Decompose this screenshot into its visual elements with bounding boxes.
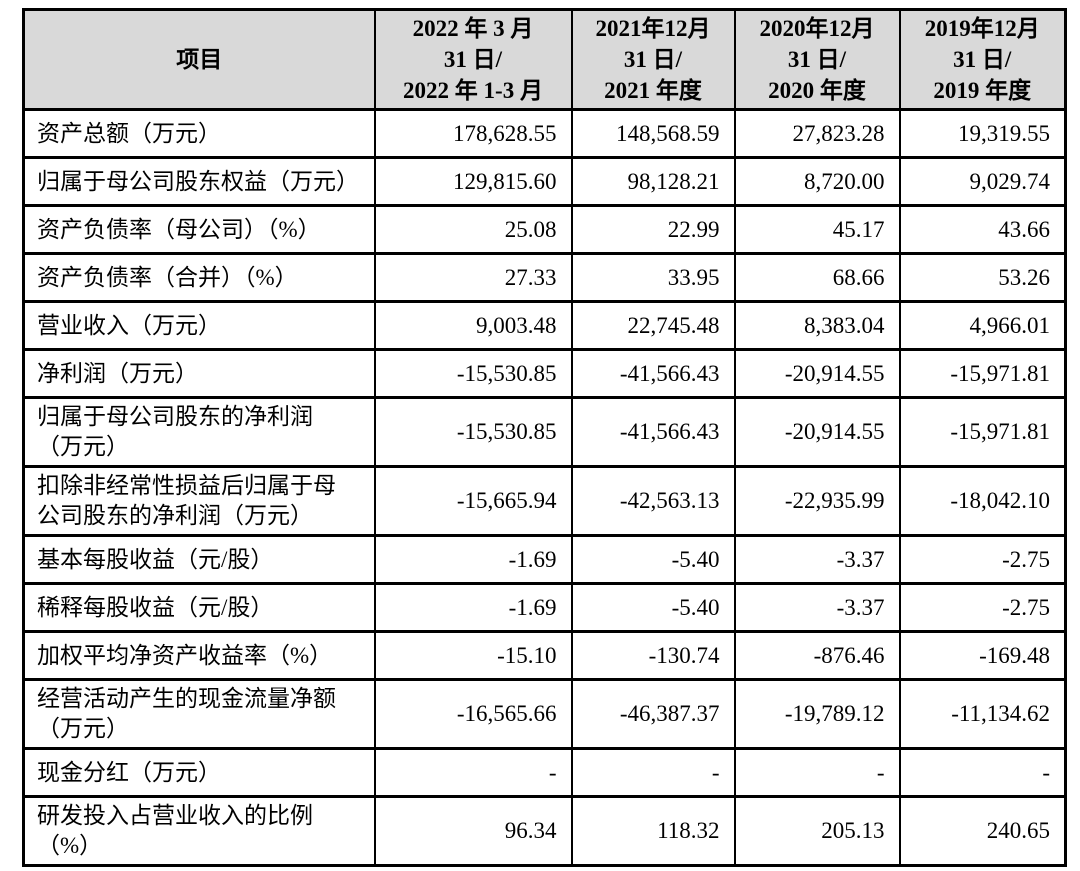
row-value: -41,566.43 bbox=[570, 396, 736, 468]
row-value: 33.95 bbox=[570, 252, 736, 303]
row-value: -3.37 bbox=[733, 534, 901, 585]
row-value: -3.37 bbox=[733, 582, 901, 633]
row-value: -16,565.66 bbox=[373, 678, 573, 750]
row-value: 27.33 bbox=[373, 252, 573, 303]
row-value: 45.17 bbox=[733, 204, 901, 255]
header-cell-period-2021: 2021年12月 31 日/ 2021 年度 bbox=[570, 8, 736, 111]
row-label: 扣除非经常性损益后归属于母 公司股东的净利润（万元） bbox=[22, 465, 376, 537]
row-value: -46,387.37 bbox=[570, 678, 736, 750]
table-row: 加权平均净资产收益率（%） -15.10 -130.74 -876.46 -16… bbox=[22, 630, 1067, 681]
row-value: -15,971.81 bbox=[898, 396, 1067, 468]
row-value: 43.66 bbox=[898, 204, 1067, 255]
row-value: -20,914.55 bbox=[733, 396, 901, 468]
row-value: -5.40 bbox=[570, 534, 736, 585]
header-row: 项目 2022 年 3 月 31 日/ 2022 年 1-3 月 2021年12… bbox=[22, 8, 1067, 111]
row-value: -15,530.85 bbox=[373, 396, 573, 468]
table-row: 资产负债率（合并）（%） 27.33 33.95 68.66 53.26 bbox=[22, 252, 1067, 303]
row-value: -18,042.10 bbox=[898, 465, 1067, 537]
row-value: -876.46 bbox=[733, 630, 901, 681]
row-value: -41,566.43 bbox=[570, 348, 736, 399]
row-label: 现金分红（万元） bbox=[22, 747, 376, 798]
row-label: 营业收入（万元） bbox=[22, 300, 376, 351]
row-value: -15,665.94 bbox=[373, 465, 573, 537]
row-value: 9,003.48 bbox=[373, 300, 573, 351]
row-label: 归属于母公司股东的净利润 （万元） bbox=[22, 396, 376, 468]
row-value: 68.66 bbox=[733, 252, 901, 303]
table-row: 营业收入（万元） 9,003.48 22,745.48 8,383.04 4,9… bbox=[22, 300, 1067, 351]
row-value: 8,720.00 bbox=[733, 156, 901, 207]
row-value: 9,029.74 bbox=[898, 156, 1067, 207]
row-value: 19,319.55 bbox=[898, 108, 1067, 159]
row-label: 净利润（万元） bbox=[22, 348, 376, 399]
row-value: 96.34 bbox=[373, 795, 573, 867]
row-value: -130.74 bbox=[570, 630, 736, 681]
row-label: 加权平均净资产收益率（%） bbox=[22, 630, 376, 681]
row-value: 98,128.21 bbox=[570, 156, 736, 207]
row-value: -42,563.13 bbox=[570, 465, 736, 537]
row-label: 资产总额（万元） bbox=[22, 108, 376, 159]
row-value: -169.48 bbox=[898, 630, 1067, 681]
row-value: 240.65 bbox=[898, 795, 1067, 867]
table-row: 经营活动产生的现金流量净额 （万元） -16,565.66 -46,387.37… bbox=[22, 678, 1067, 750]
row-value: 22.99 bbox=[570, 204, 736, 255]
row-value: 148,568.59 bbox=[570, 108, 736, 159]
table-row: 归属于母公司股东权益（万元） 129,815.60 98,128.21 8,72… bbox=[22, 156, 1067, 207]
row-label: 基本每股收益（元/股） bbox=[22, 534, 376, 585]
row-value: -1.69 bbox=[373, 582, 573, 633]
table-header: 项目 2022 年 3 月 31 日/ 2022 年 1-3 月 2021年12… bbox=[22, 8, 1067, 111]
row-value: 8,383.04 bbox=[733, 300, 901, 351]
row-value: 27,823.28 bbox=[733, 108, 901, 159]
row-value: 178,628.55 bbox=[373, 108, 573, 159]
row-value: -2.75 bbox=[898, 534, 1067, 585]
row-value: -15,530.85 bbox=[373, 348, 573, 399]
row-value: -5.40 bbox=[570, 582, 736, 633]
row-value: 129,815.60 bbox=[373, 156, 573, 207]
row-value: -22,935.99 bbox=[733, 465, 901, 537]
row-label: 稀释每股收益（元/股） bbox=[22, 582, 376, 633]
row-value: 118.32 bbox=[570, 795, 736, 867]
row-value: -2.75 bbox=[898, 582, 1067, 633]
row-value: - bbox=[898, 747, 1067, 798]
table-row: 净利润（万元） -15,530.85 -41,566.43 -20,914.55… bbox=[22, 348, 1067, 399]
row-label: 归属于母公司股东权益（万元） bbox=[22, 156, 376, 207]
row-label: 经营活动产生的现金流量净额 （万元） bbox=[22, 678, 376, 750]
table-body: 资产总额（万元） 178,628.55 148,568.59 27,823.28… bbox=[22, 108, 1067, 867]
row-value: -1.69 bbox=[373, 534, 573, 585]
header-cell-item: 项目 bbox=[22, 8, 376, 111]
header-cell-period-2022: 2022 年 3 月 31 日/ 2022 年 1-3 月 bbox=[373, 8, 573, 111]
table-row: 归属于母公司股东的净利润 （万元） -15,530.85 -41,566.43 … bbox=[22, 396, 1067, 468]
table-row: 稀释每股收益（元/股） -1.69 -5.40 -3.37 -2.75 bbox=[22, 582, 1067, 633]
header-cell-period-2019: 2019年12月 31 日/ 2019 年度 bbox=[898, 8, 1067, 111]
table-row: 扣除非经常性损益后归属于母 公司股东的净利润（万元） -15,665.94 -4… bbox=[22, 465, 1067, 537]
row-value: -11,134.62 bbox=[898, 678, 1067, 750]
row-value: 205.13 bbox=[733, 795, 901, 867]
row-value: 22,745.48 bbox=[570, 300, 736, 351]
table-row: 研发投入占营业收入的比例 （%） 96.34 118.32 205.13 240… bbox=[22, 795, 1067, 867]
table-row: 现金分红（万元） - - - - bbox=[22, 747, 1067, 798]
row-value: 53.26 bbox=[898, 252, 1067, 303]
table-row: 资产负债率（母公司）（%） 25.08 22.99 45.17 43.66 bbox=[22, 204, 1067, 255]
table-row: 资产总额（万元） 178,628.55 148,568.59 27,823.28… bbox=[22, 108, 1067, 159]
row-label: 资产负债率（合并）（%） bbox=[22, 252, 376, 303]
table-row: 基本每股收益（元/股） -1.69 -5.40 -3.37 -2.75 bbox=[22, 534, 1067, 585]
row-value: -15,971.81 bbox=[898, 348, 1067, 399]
row-value: - bbox=[373, 747, 573, 798]
row-label: 研发投入占营业收入的比例 （%） bbox=[22, 795, 376, 867]
row-value: -15.10 bbox=[373, 630, 573, 681]
row-value: - bbox=[570, 747, 736, 798]
row-value: 25.08 bbox=[373, 204, 573, 255]
row-label: 资产负债率（母公司）（%） bbox=[22, 204, 376, 255]
row-value: - bbox=[733, 747, 901, 798]
row-value: -19,789.12 bbox=[733, 678, 901, 750]
row-value: -20,914.55 bbox=[733, 348, 901, 399]
row-value: 4,966.01 bbox=[898, 300, 1067, 351]
financial-summary-table: 项目 2022 年 3 月 31 日/ 2022 年 1-3 月 2021年12… bbox=[22, 8, 1067, 867]
header-cell-period-2020: 2020年12月 31 日/ 2020 年度 bbox=[733, 8, 901, 111]
